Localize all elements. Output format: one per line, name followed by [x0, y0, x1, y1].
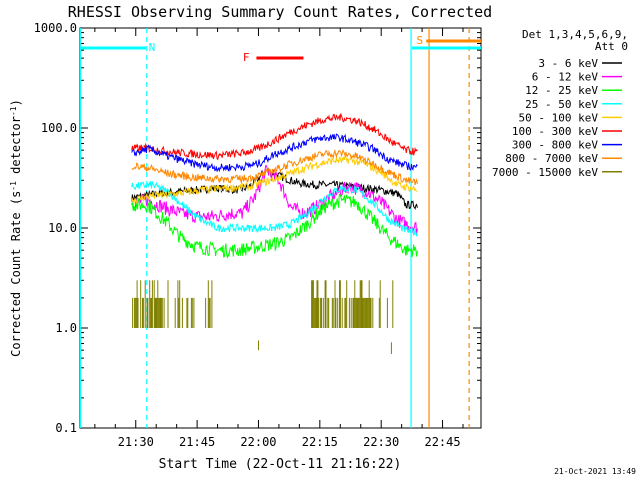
legend-label: 3 - 6 keV — [538, 57, 598, 70]
x-tick-label: 22:15 — [302, 435, 338, 449]
x-tick-label: 22:30 — [363, 435, 399, 449]
legend-header: Det 1,3,4,5,6,9, — [522, 28, 628, 41]
legend-label: 100 - 300 keV — [512, 125, 598, 138]
legend-label: 7000 - 15000 keV — [492, 166, 598, 179]
annotation-f: F — [243, 51, 250, 64]
legend-header: Att 0 — [595, 40, 628, 53]
series-line-2 — [131, 193, 418, 259]
y-label-end: ) — [9, 99, 23, 106]
legend-label: 800 - 7000 keV — [505, 152, 598, 165]
y-label-mid: detector — [9, 116, 23, 181]
legend-label: 6 - 12 keV — [532, 71, 599, 84]
legend-label: 12 - 25 keV — [525, 84, 598, 97]
legend-label: 50 - 100 keV — [519, 111, 599, 124]
x-tick-label: 21:45 — [179, 435, 215, 449]
chart-title: RHESSI Observing Summary Count Rates, Co… — [68, 3, 492, 21]
legend-label: 300 - 800 keV — [512, 139, 598, 152]
y-tick-label: 1000.0 — [34, 21, 77, 35]
annotation-n: N — [149, 41, 156, 54]
plot-area: 21:30 21:45 22:00 22:15 22:30 22:45 0.1 1.0 10.0… — [34, 21, 482, 449]
x-axis-label: Start Time (22-Oct-11 21:16:22) — [159, 457, 402, 472]
series-line-7 — [131, 148, 418, 186]
legend-label: 25 - 50 keV — [525, 98, 598, 111]
y-axis-label: Corrected Count Rate (s-1 detector-1) — [9, 99, 24, 357]
footer-timestamp: 21-Oct-2021 13:49 — [554, 467, 636, 476]
y-label-sup1: -1 — [9, 181, 18, 191]
x-tick-label: 22:00 — [240, 435, 276, 449]
annotation-s: S — [417, 34, 424, 47]
x-tick-label: 22:45 — [424, 435, 460, 449]
series-line-6 — [131, 133, 418, 173]
x-tick-label: 21:30 — [118, 435, 154, 449]
y-tick-label: 100.0 — [41, 121, 77, 135]
series-line-4 — [131, 155, 418, 205]
y-tick-label: 1.0 — [55, 321, 77, 335]
series-line-5 — [131, 113, 418, 161]
series-line-3 — [131, 180, 418, 237]
y-label-sup2: -1 — [9, 106, 18, 116]
y-tick-label: 0.1 — [55, 421, 77, 435]
y-tick-label: 10.0 — [48, 221, 77, 235]
plot-frame — [79, 27, 482, 429]
y-label-main: Corrected Count Rate (s — [9, 191, 23, 357]
